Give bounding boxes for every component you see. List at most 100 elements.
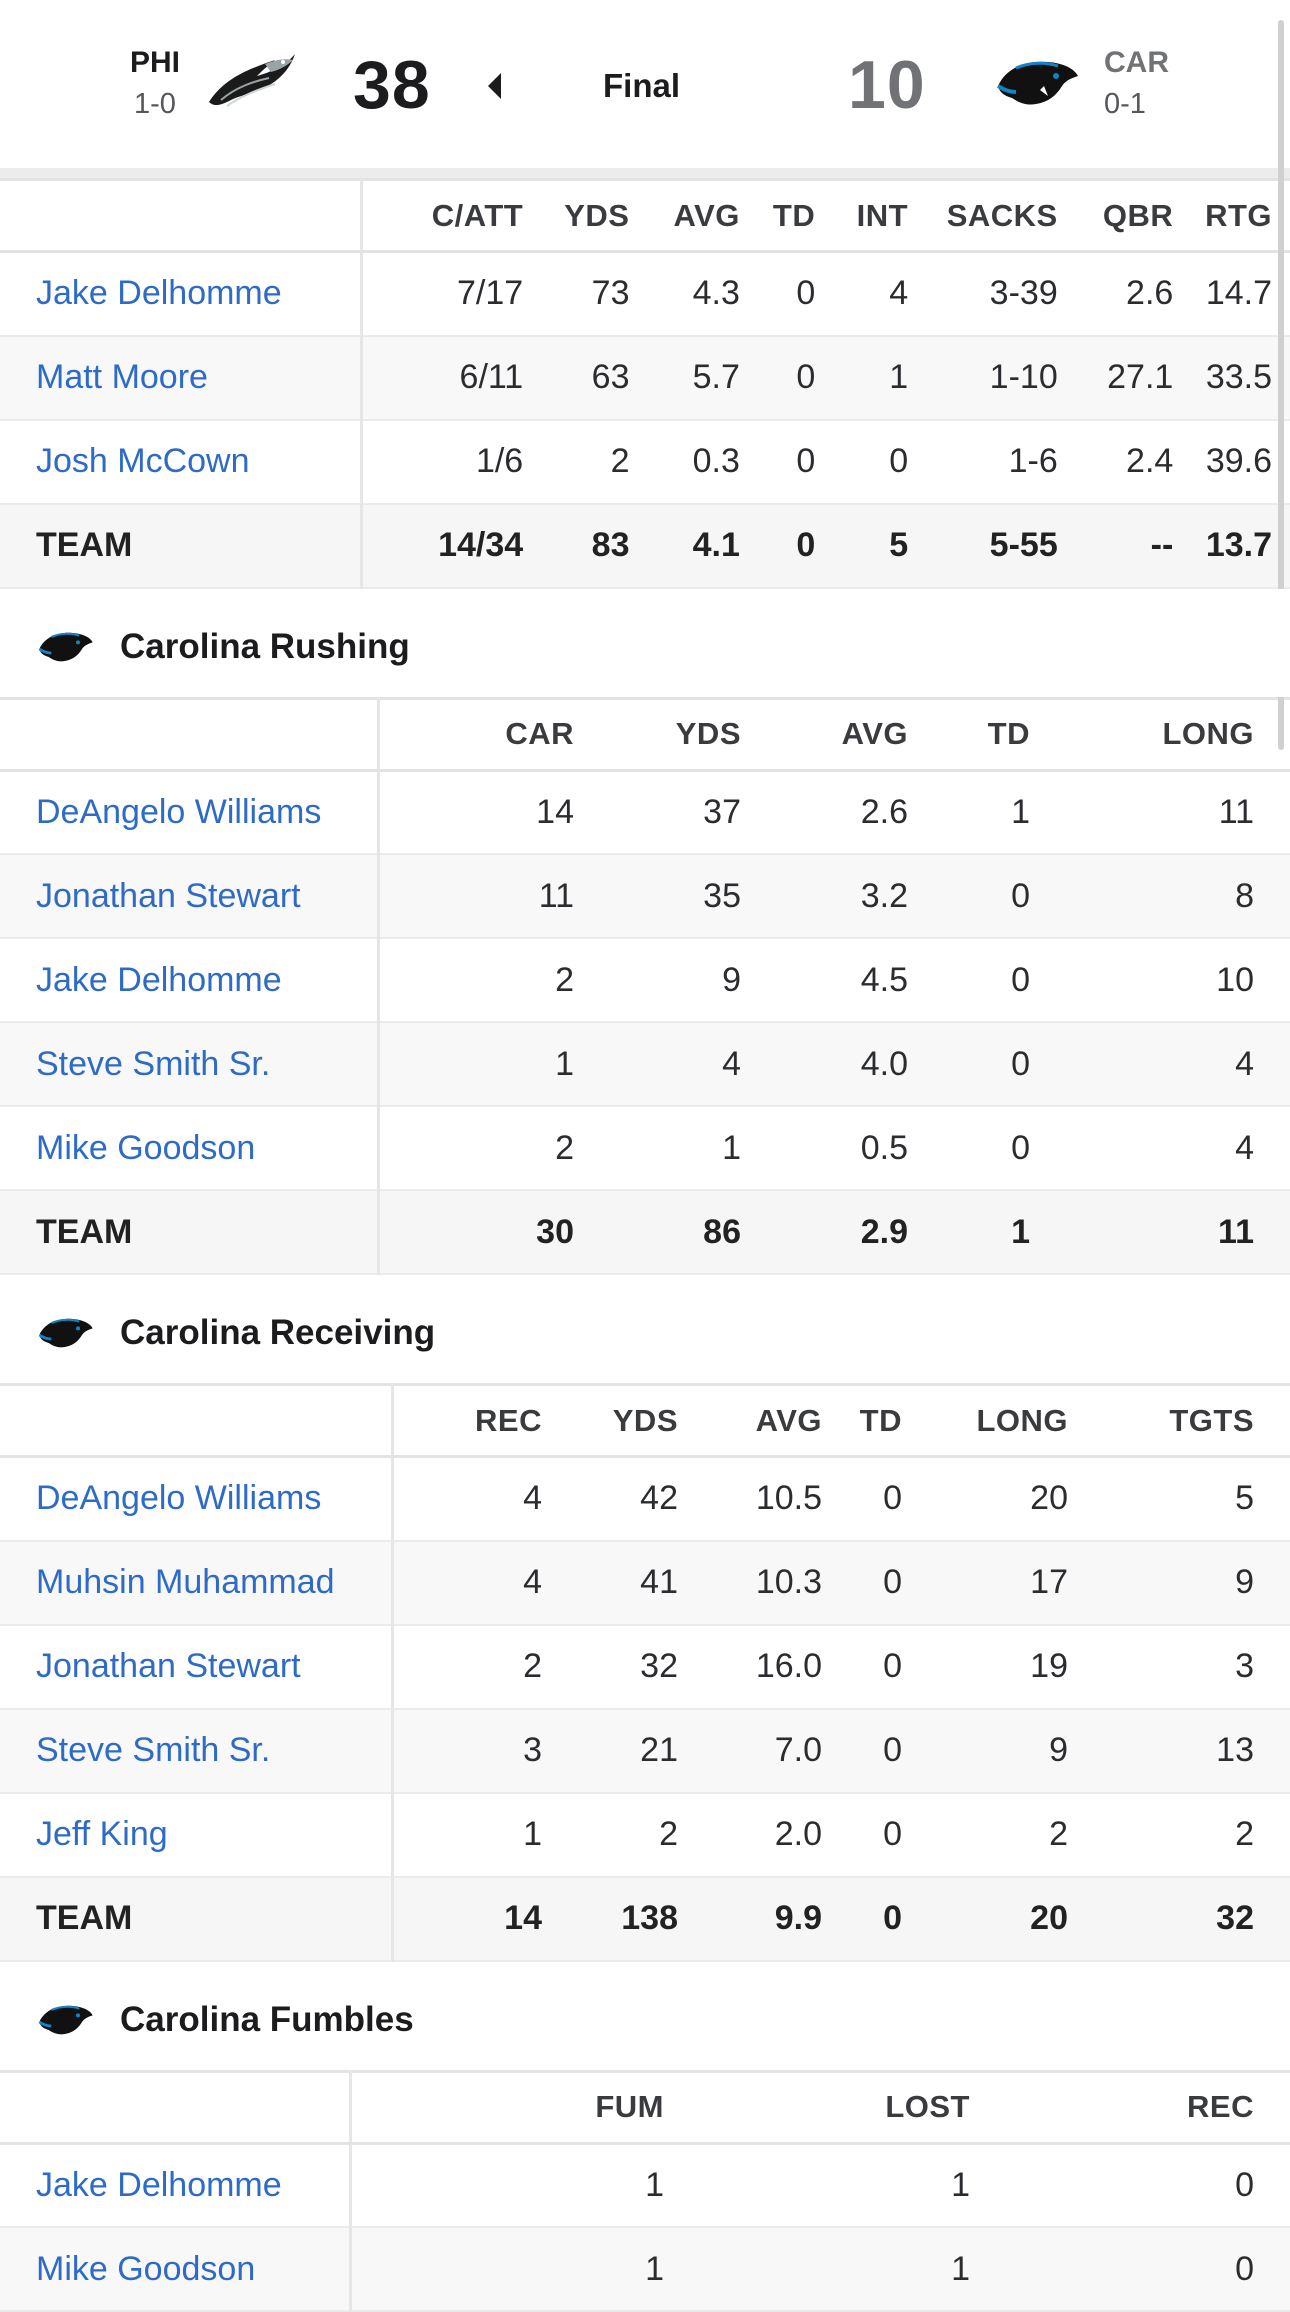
stat-cell: 8 bbox=[1030, 854, 1290, 939]
receiving-col-header[interactable]: REC bbox=[392, 1383, 542, 1458]
stat-cell: 9.9 bbox=[678, 1876, 822, 1962]
game-status: Final bbox=[603, 67, 681, 104]
passing-header-row: C/ATT YDS AVG TD INT SACKS QBR RTG bbox=[0, 178, 1290, 253]
team-total-row: TEAM 30 86 2.9 1 11 bbox=[0, 1190, 1290, 1275]
away-team-record: 0-1 bbox=[1104, 88, 1146, 120]
stat-cell: 1 bbox=[350, 2143, 664, 2228]
player-name-cell: Mike Goodson bbox=[0, 2227, 352, 2312]
home-team-score: 38 bbox=[353, 47, 431, 123]
player-link[interactable]: Matt Moore bbox=[36, 358, 208, 396]
player-link[interactable]: Steve Smith Sr. bbox=[36, 1044, 271, 1083]
player-name-cell: Jonathan Stewart bbox=[0, 1624, 394, 1710]
receiving-col-header[interactable]: AVG bbox=[678, 1383, 822, 1458]
player-link[interactable]: Steve Smith Sr. bbox=[36, 1731, 271, 1769]
passing-col-header[interactable]: YDS bbox=[523, 178, 630, 253]
stat-cell: 1-6 bbox=[908, 419, 1058, 505]
stat-cell: 5-55 bbox=[908, 503, 1058, 589]
stat-cell: 11 bbox=[378, 854, 574, 939]
passing-name-header bbox=[0, 178, 363, 253]
player-link[interactable]: DeAngelo Williams bbox=[36, 792, 322, 831]
passing-col-header[interactable]: TD bbox=[739, 178, 816, 253]
player-link[interactable]: Jake Delhomme bbox=[36, 274, 282, 313]
receiving-col-header[interactable]: LONG bbox=[902, 1383, 1068, 1458]
table-row: Josh McCown 1/6 2 0.3 0 0 1-6 2.4 39.6 bbox=[0, 419, 1290, 505]
eagles-logo-icon[interactable] bbox=[205, 50, 297, 119]
table-row: Matt Moore 6/11 63 5.7 0 1 1-10 27.1 33.… bbox=[0, 335, 1290, 421]
stat-cell: 3 bbox=[392, 1708, 542, 1794]
stat-cell: 1/6 bbox=[361, 419, 524, 505]
stat-cell: 10.5 bbox=[678, 1456, 822, 1542]
rushing-col-header[interactable]: CAR bbox=[378, 696, 574, 772]
player-name-cell: Jake Delhomme bbox=[0, 2143, 352, 2228]
table-row: Jake Delhomme 2 9 4.5 0 10 bbox=[0, 938, 1290, 1023]
stat-cell: 0 bbox=[822, 1792, 902, 1878]
stat-cell: 9 bbox=[902, 1708, 1068, 1794]
stat-cell: 20 bbox=[902, 1456, 1068, 1542]
player-name-cell: Jake Delhomme bbox=[0, 938, 380, 1023]
table-row: Steve Smith Sr. 1 4 4.0 0 4 bbox=[0, 1022, 1290, 1107]
page-scrollbar[interactable] bbox=[1278, 20, 1284, 750]
receiving-col-header[interactable]: TD bbox=[822, 1383, 902, 1458]
player-link[interactable]: Josh McCown bbox=[36, 442, 250, 480]
stat-cell: 63 bbox=[523, 335, 630, 421]
passing-col-header[interactable]: AVG bbox=[629, 178, 740, 253]
stat-cell: 0 bbox=[739, 503, 816, 589]
player-name-cell: Josh McCown bbox=[0, 419, 363, 505]
player-link[interactable]: Muhsin Muhammad bbox=[36, 1563, 335, 1601]
receiving-col-header[interactable]: TGTS bbox=[1068, 1383, 1290, 1458]
table-row: DeAngelo Williams 4 42 10.5 0 20 5 bbox=[0, 1456, 1290, 1542]
stat-cell: 13 bbox=[1068, 1708, 1290, 1794]
stat-cell: 33.5 bbox=[1173, 335, 1290, 421]
stat-cell: 41 bbox=[542, 1540, 678, 1626]
player-link[interactable]: Mike Goodson bbox=[36, 2249, 256, 2288]
rushing-header-row: CAR YDS AVG TD LONG bbox=[0, 696, 1290, 772]
passing-col-header[interactable]: QBR bbox=[1057, 178, 1174, 253]
player-link[interactable]: Jake Delhomme bbox=[36, 960, 282, 999]
player-name-cell: Steve Smith Sr. bbox=[0, 1708, 394, 1794]
stat-cell: 83 bbox=[523, 503, 630, 589]
stat-cell: 2.0 bbox=[678, 1792, 822, 1878]
stat-cell: 2 bbox=[523, 419, 630, 505]
fumbles-col-header[interactable]: LOST bbox=[664, 2069, 970, 2145]
home-team-abbr[interactable]: PHI bbox=[130, 46, 181, 79]
section-title: Carolina Fumbles bbox=[120, 1999, 414, 2039]
stat-cell: 11 bbox=[1030, 1190, 1290, 1275]
stat-cell: 1 bbox=[378, 1022, 574, 1107]
rushing-col-header[interactable]: AVG bbox=[741, 696, 908, 772]
player-link[interactable]: DeAngelo Williams bbox=[36, 1479, 322, 1518]
away-team-abbr[interactable]: CAR bbox=[1104, 46, 1169, 79]
stat-cell: 9 bbox=[1068, 1540, 1290, 1626]
table-row: DeAngelo Williams 14 37 2.6 1 11 bbox=[0, 770, 1290, 855]
player-link[interactable]: Jonathan Stewart bbox=[36, 876, 301, 915]
stat-cell: 3.2 bbox=[741, 854, 908, 939]
passing-col-header[interactable]: C/ATT bbox=[361, 178, 524, 253]
player-link[interactable]: Jeff King bbox=[36, 1815, 168, 1853]
panthers-logo-icon bbox=[38, 2002, 94, 2043]
stat-cell: 0 bbox=[908, 1022, 1030, 1107]
fumbles-col-header[interactable]: FUM bbox=[350, 2069, 664, 2145]
stat-cell: 19 bbox=[902, 1624, 1068, 1710]
player-link[interactable]: Jonathan Stewart bbox=[36, 1647, 301, 1685]
player-link[interactable]: Mike Goodson bbox=[36, 1128, 256, 1167]
player-link[interactable]: Jake Delhomme bbox=[36, 2165, 282, 2204]
stat-cell: 11 bbox=[1030, 770, 1290, 855]
rushing-col-header[interactable]: YDS bbox=[574, 696, 741, 772]
rushing-col-header[interactable]: LONG bbox=[1030, 696, 1290, 772]
passing-col-header[interactable]: INT bbox=[815, 178, 909, 253]
stat-cell: 73 bbox=[523, 251, 630, 337]
receiving-col-header[interactable]: YDS bbox=[542, 1383, 678, 1458]
rushing-name-header bbox=[0, 696, 380, 772]
stat-cell: 4.1 bbox=[629, 503, 740, 589]
rushing-col-header[interactable]: TD bbox=[908, 696, 1030, 772]
stat-cell: 5 bbox=[815, 503, 909, 589]
table-row: Muhsin Muhammad 4 41 10.3 0 17 9 bbox=[0, 1540, 1290, 1626]
panthers-logo-icon bbox=[38, 629, 94, 670]
table-row: Steve Smith Sr. 3 21 7.0 0 9 13 bbox=[0, 1708, 1290, 1794]
panthers-logo-icon[interactable] bbox=[996, 56, 1080, 115]
passing-col-header[interactable]: RTG bbox=[1173, 178, 1290, 253]
stat-cell: 86 bbox=[574, 1190, 741, 1275]
fumbles-col-header[interactable]: REC bbox=[970, 2069, 1290, 2145]
passing-col-header[interactable]: SACKS bbox=[908, 178, 1058, 253]
stat-cell: 0 bbox=[970, 2227, 1290, 2312]
stat-cell: 0 bbox=[970, 2143, 1290, 2228]
